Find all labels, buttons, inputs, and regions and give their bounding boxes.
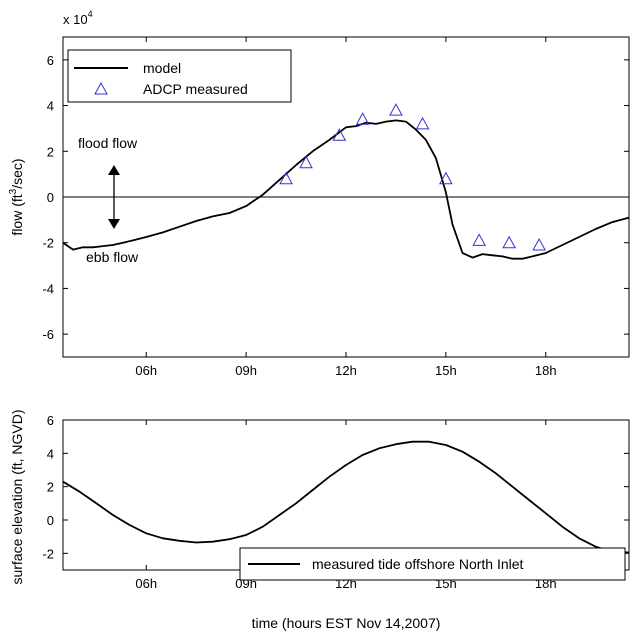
flow-y-tick-label: 4 — [47, 99, 54, 114]
legend-model-label: model — [143, 60, 181, 76]
legend-adcp-label: ADCP measured — [143, 81, 248, 97]
flow-legend: model ADCP measured — [67, 49, 292, 103]
double-arrow-icon — [108, 165, 120, 229]
flow-y-tick-label: -4 — [42, 281, 54, 296]
adcp-point — [355, 112, 370, 125]
elevation-series — [62, 440, 630, 554]
flow-y-tick-label: 6 — [47, 53, 54, 68]
flow-x-tick-label: 18h — [535, 363, 557, 378]
x-axis-label: time (hours EST Nov 14,2007) — [252, 615, 441, 631]
elevation-x-tick-label: 06h — [135, 576, 157, 591]
adcp-point — [532, 237, 546, 251]
adcp-point — [299, 155, 313, 169]
flow-x-tick-label: 15h — [435, 363, 457, 378]
elevation-series-line — [62, 440, 630, 554]
elevation-y-tick-label: 2 — [47, 480, 54, 495]
flow-y-tick-label: -6 — [42, 327, 54, 342]
flow-exponent-base: x 104 — [63, 9, 93, 27]
legend-adcp-marker — [94, 81, 108, 95]
flow-legend-box — [67, 49, 292, 103]
flow-panel: x 104 06h 09h 12h 15h 18h 6 4 2 0 -2 -4 -6 flow (ft… — [8, 9, 630, 378]
elevation-plot-area — [62, 419, 630, 571]
elevation-y-tick-label: -2 — [42, 546, 54, 561]
flow-y-tick-label: 2 — [47, 144, 54, 159]
flow-series — [62, 103, 630, 260]
legend-tide-label: measured tide offshore North Inlet — [312, 556, 524, 572]
adcp-point — [389, 103, 403, 116]
adcp-point — [332, 128, 347, 141]
flow-x-tick-label: 09h — [235, 363, 257, 378]
adcp-point — [472, 233, 487, 246]
flood-flow-label: flood flow — [78, 135, 138, 151]
adcp-point — [279, 171, 293, 185]
flow-series-line — [62, 119, 630, 260]
flow-x-tick-label: 06h — [135, 363, 157, 378]
elevation-legend: measured tide offshore North Inlet — [239, 547, 626, 581]
flow-x-tick-label: 12h — [335, 363, 357, 378]
elevation-y-tick-label: 4 — [47, 446, 54, 461]
flow-y-tick-label: -2 — [42, 236, 54, 251]
flow-exponent-power: 4 — [88, 9, 93, 19]
adcp-point — [415, 116, 430, 130]
elevation-legend-box — [239, 547, 626, 581]
elevation-y-axis-label: surface elevation (ft, NGVD) — [9, 409, 25, 584]
elevation-y-tick-label: 0 — [47, 513, 54, 528]
flow-y-axis-label: flow (ft3/sec) — [8, 158, 25, 235]
elevation-y-tick-label: 6 — [47, 413, 54, 428]
flow-y-tick-label: 0 — [47, 190, 54, 205]
adcp-point — [439, 171, 453, 185]
flow-axes: 06h 09h 12h 15h 18h 6 4 2 0 -2 -4 -6 — [42, 37, 629, 378]
ebb-flow-label: ebb flow — [86, 249, 139, 265]
adcp-point — [502, 235, 516, 249]
